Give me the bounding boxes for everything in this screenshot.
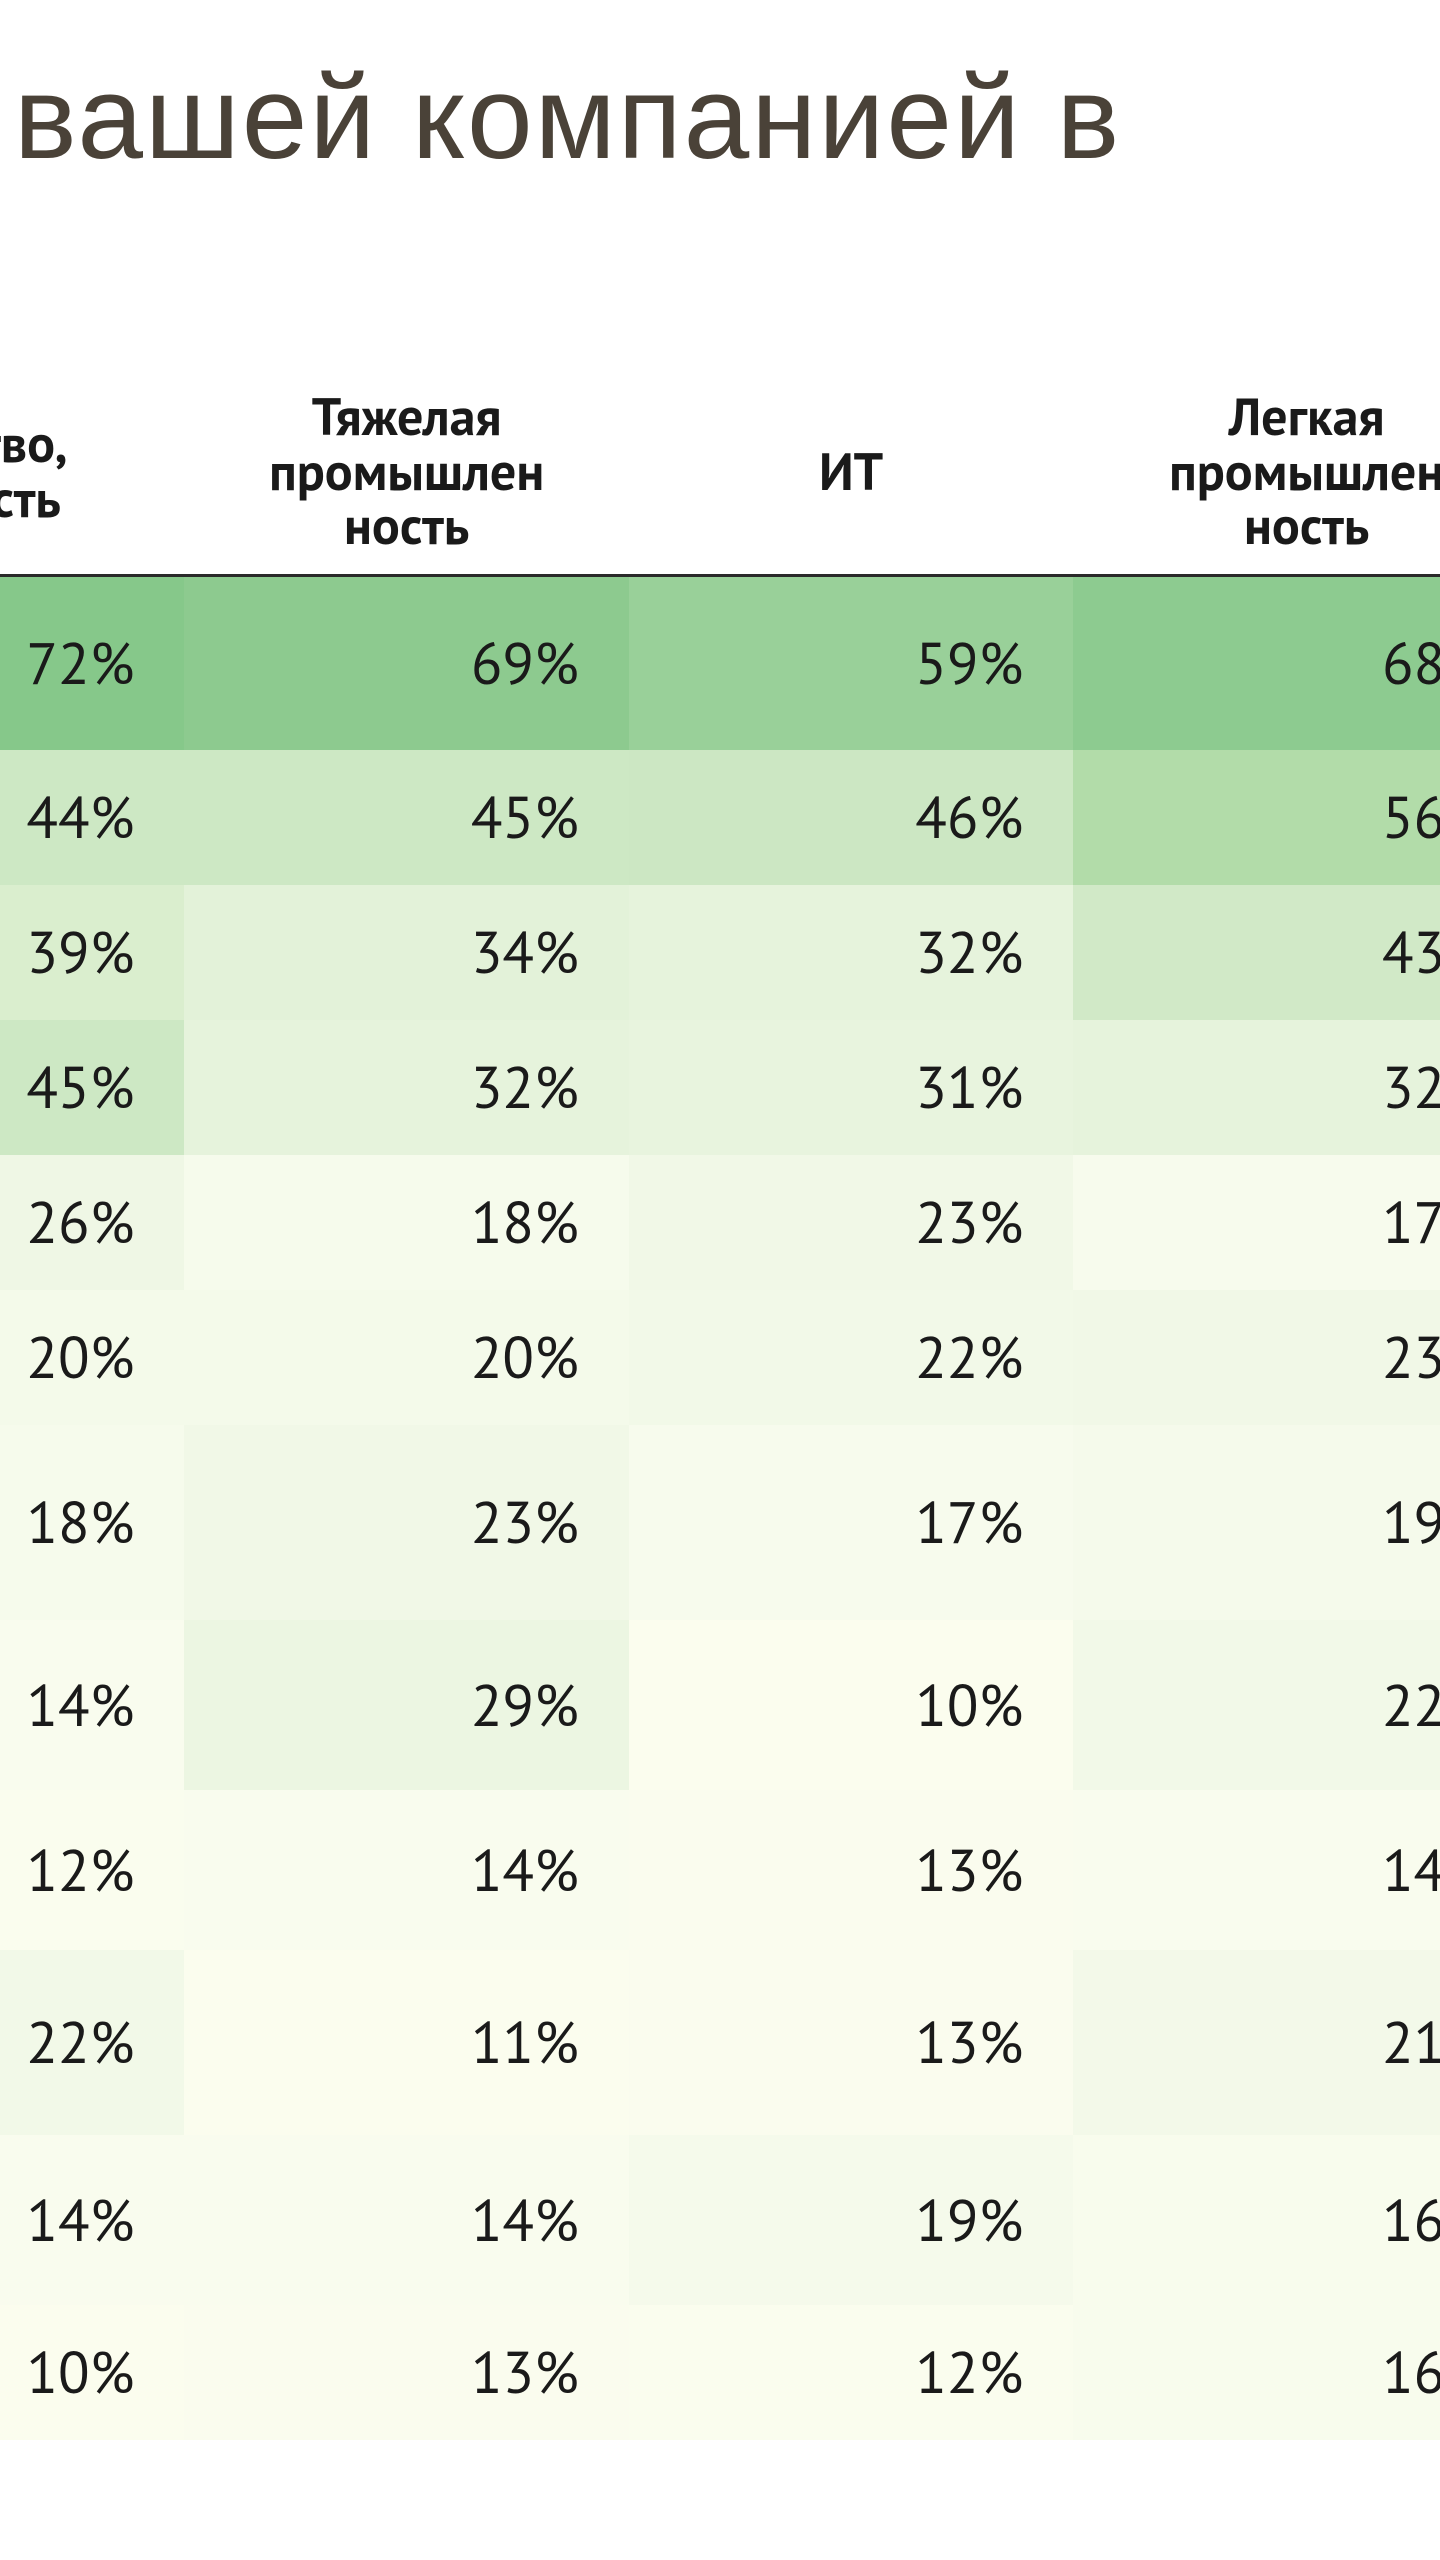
table-cell: 14% bbox=[0, 2135, 184, 2305]
table-cell: 13% bbox=[629, 1950, 1073, 2135]
table-cell: 20% bbox=[0, 1290, 184, 1425]
page-title: ь с вашей компанией в bbox=[0, 50, 1440, 186]
table-cell: 45% bbox=[184, 750, 628, 885]
table-cell: 11% bbox=[184, 1950, 628, 2135]
table-row: 44%45%46%56% bbox=[0, 750, 1440, 885]
table-header-row: ство,ость Тяжелаяпромышленность ИТ Легка… bbox=[0, 380, 1440, 575]
table-cell: 26% bbox=[0, 1155, 184, 1290]
table-body: 72%69%59%68%44%45%46%56%39%34%32%43%45%3… bbox=[0, 575, 1440, 2440]
table-row: 72%69%59%68% bbox=[0, 575, 1440, 750]
table-cell: 31% bbox=[629, 1020, 1073, 1155]
table-row: 18%23%17%19% bbox=[0, 1425, 1440, 1620]
table-cell: 22% bbox=[1073, 1620, 1440, 1790]
table-row: 39%34%32%43% bbox=[0, 885, 1440, 1020]
table-cell: 13% bbox=[629, 1790, 1073, 1950]
col-header-2: ИТ bbox=[629, 380, 1073, 575]
table-cell: 32% bbox=[629, 885, 1073, 1020]
table-cell: 22% bbox=[629, 1290, 1073, 1425]
table-cell: 12% bbox=[629, 2305, 1073, 2440]
table-row: 22%11%13%21% bbox=[0, 1950, 1440, 2135]
table-cell: 20% bbox=[184, 1290, 628, 1425]
table-cell: 19% bbox=[1073, 1425, 1440, 1620]
table-cell: 32% bbox=[184, 1020, 628, 1155]
table-cell: 59% bbox=[629, 575, 1073, 750]
data-table-container: ство,ость Тяжелаяпромышленность ИТ Легка… bbox=[0, 380, 1440, 2440]
table-cell: 14% bbox=[184, 2135, 628, 2305]
table-row: 20%20%22%23% bbox=[0, 1290, 1440, 1425]
table-row: 14%29%10%22% bbox=[0, 1620, 1440, 1790]
table-cell: 17% bbox=[1073, 1155, 1440, 1290]
table-cell: 18% bbox=[0, 1425, 184, 1620]
data-table: ство,ость Тяжелаяпромышленность ИТ Легка… bbox=[0, 380, 1440, 2440]
table-cell: 14% bbox=[0, 1620, 184, 1790]
table-cell: 23% bbox=[629, 1155, 1073, 1290]
table-cell: 22% bbox=[0, 1950, 184, 2135]
table-cell: 18% bbox=[184, 1155, 628, 1290]
table-cell: 14% bbox=[1073, 1790, 1440, 1950]
table-cell: 39% bbox=[0, 885, 184, 1020]
table-row: 26%18%23%17% bbox=[0, 1155, 1440, 1290]
table-cell: 45% bbox=[0, 1020, 184, 1155]
table-cell: 19% bbox=[629, 2135, 1073, 2305]
table-cell: 21% bbox=[1073, 1950, 1440, 2135]
table-cell: 43% bbox=[1073, 885, 1440, 1020]
table-cell: 13% bbox=[184, 2305, 628, 2440]
table-cell: 10% bbox=[0, 2305, 184, 2440]
table-cell: 14% bbox=[184, 1790, 628, 1950]
table-cell: 23% bbox=[184, 1425, 628, 1620]
table-cell: 10% bbox=[629, 1620, 1073, 1790]
table-cell: 69% bbox=[184, 575, 628, 750]
table-cell: 72% bbox=[0, 575, 184, 750]
table-cell: 16% bbox=[1073, 2135, 1440, 2305]
table-cell: 17% bbox=[629, 1425, 1073, 1620]
table-row: 45%32%31%32% bbox=[0, 1020, 1440, 1155]
table-cell: 29% bbox=[184, 1620, 628, 1790]
table-cell: 32% bbox=[1073, 1020, 1440, 1155]
col-header-1: Тяжелаяпромышленность bbox=[184, 380, 628, 575]
col-header-3: Легкаяпромышленность bbox=[1073, 380, 1440, 575]
table-row: 10%13%12%16% bbox=[0, 2305, 1440, 2440]
table-cell: 34% bbox=[184, 885, 628, 1020]
table-cell: 56% bbox=[1073, 750, 1440, 885]
table-row: 14%14%19%16% bbox=[0, 2135, 1440, 2305]
table-cell: 16% bbox=[1073, 2305, 1440, 2440]
table-cell: 12% bbox=[0, 1790, 184, 1950]
table-cell: 23% bbox=[1073, 1290, 1440, 1425]
table-cell: 68% bbox=[1073, 575, 1440, 750]
col-header-0: ство,ость bbox=[0, 380, 184, 575]
table-cell: 46% bbox=[629, 750, 1073, 885]
table-cell: 44% bbox=[0, 750, 184, 885]
table-row: 12%14%13%14% bbox=[0, 1790, 1440, 1950]
